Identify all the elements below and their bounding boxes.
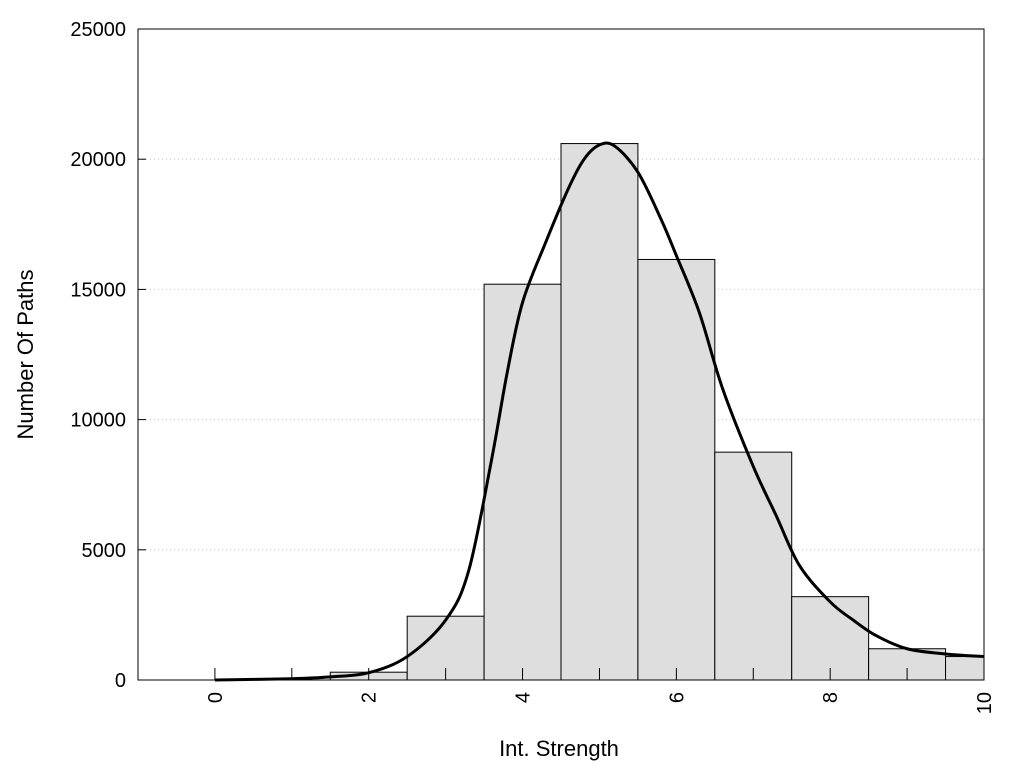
density-curve-line [214, 141, 985, 682]
x-tick-label: 4 [513, 692, 535, 703]
histogram-bar [483, 283, 562, 681]
y-tick-label: 5000 [82, 540, 127, 562]
y-tick-label: 25000 [70, 19, 126, 41]
x-tick-label: 2 [359, 692, 381, 703]
y-tick-label: 10000 [70, 410, 126, 432]
axis-ticks: 0 5000 10000 15000 20000 25000 0 2 4 6 8 10 [70, 19, 996, 714]
histogram-bar [791, 596, 870, 681]
grid-lines [138, 158, 984, 551]
x-tick-label: 0 [205, 692, 227, 703]
x-tick-label: 8 [820, 692, 842, 703]
y-tick-label: 0 [115, 670, 126, 692]
x-tick-label: 6 [666, 692, 688, 703]
x-axis-title: Int. Strength [499, 736, 619, 761]
x-tick-label: 10 [974, 692, 996, 714]
density-curve [214, 141, 985, 682]
histogram-bar [560, 143, 639, 681]
bars [329, 143, 985, 681]
plot-frame [137, 28, 985, 681]
y-tick-label: 15000 [70, 279, 126, 301]
y-tick-label: 20000 [70, 149, 126, 171]
histogram-bar [714, 451, 793, 681]
y-axis-title: Number Of Paths [13, 270, 38, 440]
histogram-bar [945, 656, 985, 681]
